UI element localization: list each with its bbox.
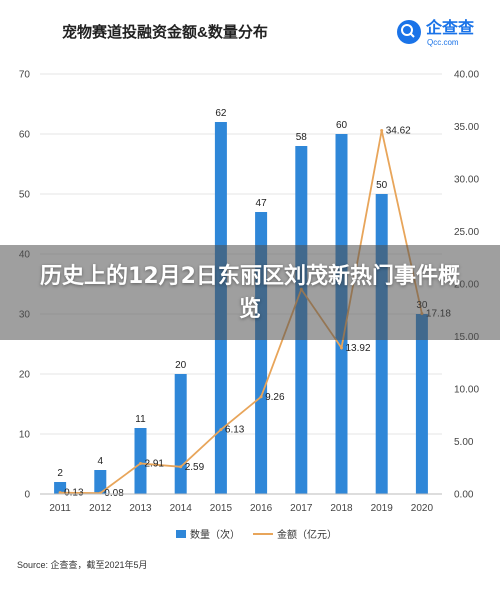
line-value-label: 6.13 [225, 425, 245, 436]
amount-series-line [60, 130, 423, 495]
y-right-tick-label: 10.00 [454, 385, 479, 396]
line-point [58, 491, 62, 495]
legend-bar-label: 数量（次） [190, 528, 240, 541]
line-point [380, 128, 384, 132]
bar [54, 482, 67, 494]
line-point [219, 428, 223, 432]
line-value-label: 2.91 [145, 458, 165, 469]
line-value-label: 2.59 [185, 462, 205, 473]
line-value-label: 0.13 [64, 488, 84, 499]
y-left-tick-label: 50 [19, 190, 31, 201]
bar-value-label: 4 [98, 456, 104, 467]
bar-value-label: 62 [215, 108, 227, 119]
bar-value-label: 50 [376, 180, 388, 191]
x-tick-label: 2017 [290, 503, 313, 514]
logo-name: 企查查 [425, 18, 474, 37]
bar-value-label: 11 [135, 414, 146, 425]
x-tick-label: 2013 [129, 503, 152, 514]
title-banner: 历史上的12月2日东丽区刘茂新热门事件概览 [0, 245, 500, 340]
y-left-tick-label: 0 [24, 490, 30, 501]
bar-value-label: 2 [57, 468, 63, 479]
logo: 企查查 Qcc.com [397, 18, 474, 47]
banner-title: 历史上的12月2日东丽区刘茂新热门事件概览 [40, 263, 460, 322]
bar-value-label: 58 [296, 132, 308, 143]
y-right-tick-label: 25.00 [454, 227, 479, 238]
logo-icon [397, 20, 421, 44]
bar [94, 470, 107, 494]
x-tick-label: 2014 [170, 503, 193, 514]
line-value-label: 34.62 [386, 125, 411, 136]
x-tick-label: 2011 [49, 503, 71, 514]
x-tick-label: 2020 [411, 503, 434, 514]
bar-value-label: 60 [336, 120, 348, 131]
y-right-tick-label: 30.00 [454, 175, 479, 186]
y-right-tick-label: 35.00 [454, 122, 479, 133]
bar [415, 314, 428, 494]
line-value-label: 9.26 [265, 392, 285, 403]
y-left-tick-label: 70 [19, 70, 31, 81]
x-tick-label: 2012 [89, 503, 112, 514]
logo-domain: Qcc.com [427, 38, 459, 47]
x-tick-label: 2016 [250, 503, 273, 514]
y-left-tick-label: 20 [19, 370, 31, 381]
chart-title: 宠物赛道投融资金额&数量分布 [62, 23, 268, 41]
legend-bar-swatch [176, 530, 186, 538]
source-note: Source: 企查查，截至2021年5月 [17, 559, 148, 570]
line-point [259, 395, 263, 399]
y-left-tick-label: 60 [19, 130, 31, 141]
bar [375, 194, 388, 494]
bar-value-label: 20 [175, 360, 187, 371]
y-right-tick-label: 40.00 [454, 70, 479, 81]
x-tick-label: 2015 [210, 503, 233, 514]
y-left-tick-label: 10 [19, 430, 31, 441]
legend: 数量（次） 金额（亿元） [176, 528, 337, 541]
bar [134, 428, 147, 494]
y-right-tick-label: 0.00 [454, 490, 474, 501]
y-right-tick-label: 5.00 [454, 437, 474, 448]
x-tick-label: 2018 [330, 503, 353, 514]
legend-line-label: 金额（亿元） [277, 528, 337, 541]
line-point [340, 346, 343, 350]
bar [174, 374, 187, 494]
line-value-label: 13.92 [346, 343, 371, 354]
line-point [139, 461, 142, 465]
bar-value-label: 47 [256, 198, 268, 209]
line-point [179, 465, 183, 469]
x-tick-label: 2019 [371, 503, 394, 514]
